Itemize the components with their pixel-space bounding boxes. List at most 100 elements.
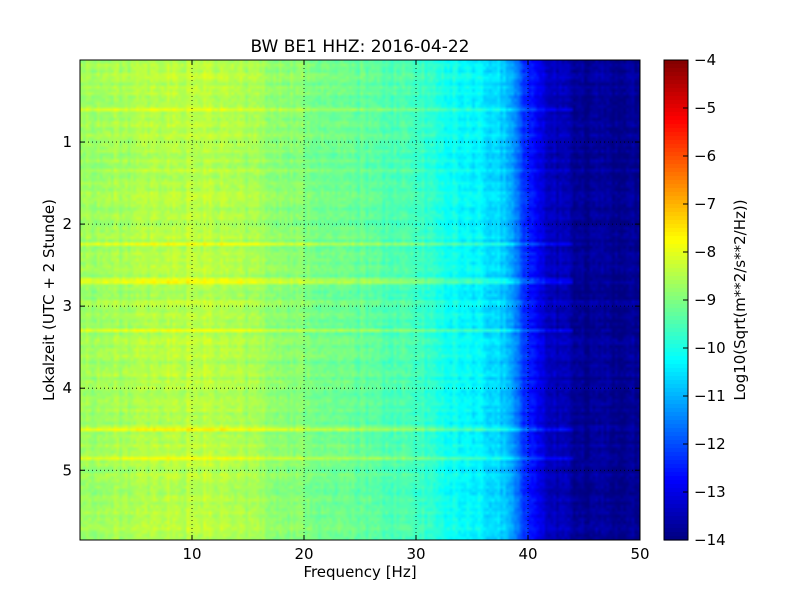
colorbar-segment: [664, 60, 688, 65]
colorbar-segment: [664, 92, 688, 97]
colorbar-segment: [664, 412, 688, 417]
colorbar-segment: [664, 308, 688, 313]
colorbar-segment: [664, 72, 688, 77]
colorbar-segment: [664, 504, 688, 509]
colorbar-segment: [664, 228, 688, 233]
colorbar-segment: [664, 460, 688, 465]
colorbar-tick-label: −4: [694, 51, 716, 69]
colorbar-tick-label: −11: [694, 387, 726, 405]
colorbar-segment: [664, 432, 688, 437]
colorbar-segment: [664, 140, 688, 145]
colorbar-segment: [664, 288, 688, 293]
colorbar-segment: [664, 212, 688, 217]
colorbar-segment: [664, 428, 688, 433]
colorbar-segment: [664, 476, 688, 481]
y-tick-label: 1: [62, 133, 72, 151]
colorbar-segment: [664, 328, 688, 333]
colorbar-segment: [664, 356, 688, 361]
colorbar-segment: [664, 400, 688, 405]
colorbar-segment: [664, 392, 688, 397]
colorbar-segment: [664, 464, 688, 469]
colorbar-segment: [664, 280, 688, 285]
colorbar-tick-label: −9: [694, 291, 716, 309]
colorbar-segment: [664, 148, 688, 153]
chart-title: BW BE1 HHZ: 2016-04-22: [250, 37, 469, 57]
colorbar-segment: [664, 224, 688, 229]
y-tick-label: 2: [62, 215, 72, 233]
colorbar-label: Log10(Sqrt(m**2/s**2/Hz)): [731, 199, 749, 400]
colorbar-segment: [664, 492, 688, 497]
colorbar-segment: [664, 296, 688, 301]
colorbar-segment: [664, 268, 688, 273]
colorbar-segment: [664, 456, 688, 461]
colorbar-segment: [664, 508, 688, 513]
colorbar-segment: [664, 368, 688, 373]
colorbar-segment: [664, 112, 688, 117]
colorbar-segment: [664, 124, 688, 129]
colorbar-segment: [664, 416, 688, 421]
colorbar-segment: [664, 408, 688, 413]
colorbar-segment: [664, 220, 688, 225]
plot-frame: [79, 59, 641, 541]
colorbar-segment: [664, 116, 688, 121]
colorbar-segment: [664, 136, 688, 141]
colorbar-segment: [664, 244, 688, 249]
colorbar-segment: [664, 340, 688, 345]
colorbar-segment: [664, 64, 688, 69]
colorbar-segment: [664, 376, 688, 381]
colorbar-segment: [664, 352, 688, 357]
colorbar-segment: [664, 312, 688, 317]
spectrogram-heatmap: [80, 60, 640, 540]
colorbar-segment: [664, 76, 688, 81]
colorbar-segment: [664, 292, 688, 297]
colorbar-segment: [664, 208, 688, 213]
y-tick-label: 4: [62, 379, 72, 397]
colorbar-segment: [664, 452, 688, 457]
colorbar-segment: [664, 180, 688, 185]
colorbar-segment: [664, 172, 688, 177]
colorbar-segment: [664, 236, 688, 241]
colorbar-tick-label: −13: [694, 483, 726, 501]
colorbar-segment: [664, 444, 688, 449]
colorbar-segment: [664, 144, 688, 149]
colorbar-segment: [664, 304, 688, 309]
colorbar-segment: [664, 380, 688, 385]
colorbar-tick-label: −7: [694, 195, 716, 213]
colorbar-segment: [664, 324, 688, 329]
x-tick-label: 30: [406, 545, 425, 563]
colorbar-segment: [664, 232, 688, 237]
colorbar-segment: [664, 264, 688, 269]
colorbar-segment: [664, 200, 688, 205]
colorbar-segment: [664, 512, 688, 517]
colorbar-tick-label: −12: [694, 435, 726, 453]
colorbar-segment: [664, 272, 688, 277]
colorbar-segment: [664, 388, 688, 393]
colorbar-segment: [664, 240, 688, 245]
colorbar-ticks: −4 −5 −6 −7 −8 −9 −10 −11 −12 −13 −14: [683, 51, 726, 549]
colorbar-segment: [664, 348, 688, 353]
colorbar-segment: [664, 192, 688, 197]
colorbar-segment: [664, 520, 688, 525]
colorbar-segment: [664, 360, 688, 365]
colorbar-segment: [664, 344, 688, 349]
colorbar-segment: [664, 524, 688, 529]
colorbar-segment: [664, 120, 688, 125]
colorbar-segment: [664, 216, 688, 221]
colorbar-segment: [664, 372, 688, 377]
colorbar-segment: [664, 332, 688, 337]
colorbar-tick-label: −10: [694, 339, 726, 357]
colorbar-segment: [664, 320, 688, 325]
colorbar-segment: [664, 364, 688, 369]
colorbar-segment: [664, 152, 688, 157]
x-axis-label: Frequency [Hz]: [303, 563, 416, 581]
colorbar-segment: [664, 196, 688, 201]
colorbar-segment: [664, 100, 688, 105]
colorbar-segment: [664, 256, 688, 261]
colorbar-segment: [664, 496, 688, 501]
colorbar-segment: [664, 84, 688, 89]
colorbar-segment: [664, 480, 688, 485]
colorbar-segment: [664, 184, 688, 189]
x-tick-label: 40: [518, 545, 537, 563]
x-tick-label: 10: [182, 545, 201, 563]
colorbar-segment: [664, 484, 688, 489]
